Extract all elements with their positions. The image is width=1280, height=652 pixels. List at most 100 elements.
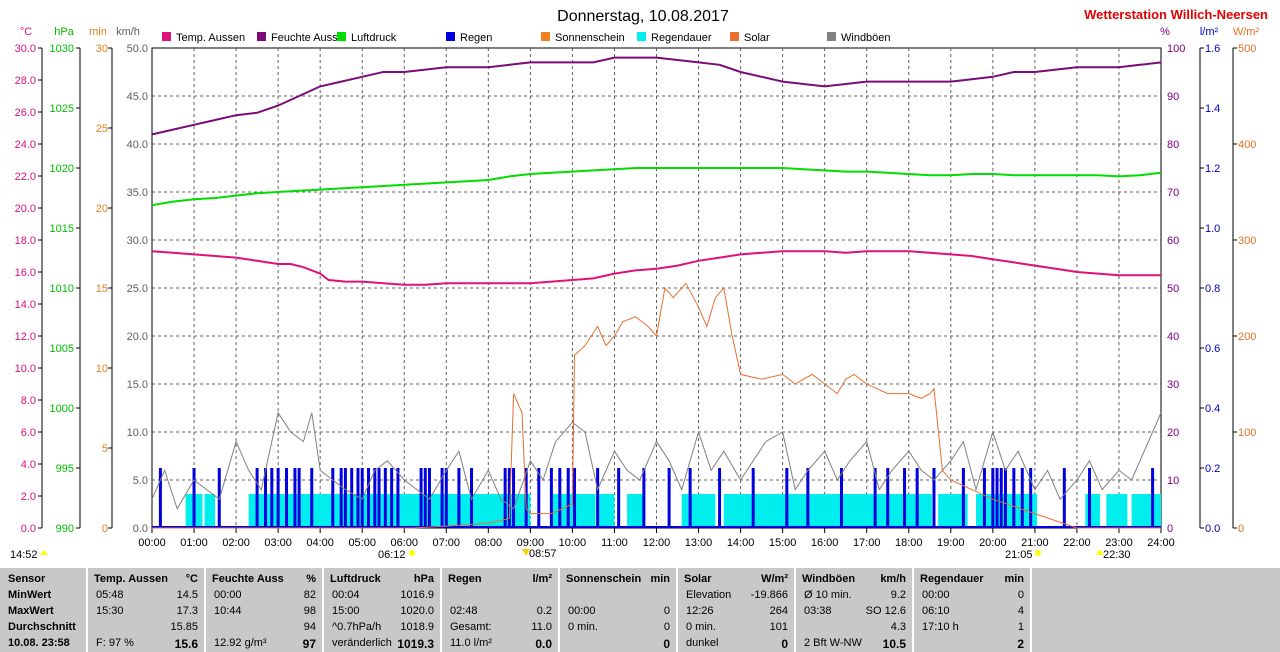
min-tick-label: 10: [96, 363, 108, 375]
stat-cell-value: 0.2: [536, 605, 552, 617]
pct-tick-label: 50: [1167, 283, 1179, 295]
x-tick-label: 02:00: [222, 537, 250, 549]
min-tick-label: 5: [102, 443, 108, 455]
stat-column-header: Regendauer min: [920, 573, 1024, 587]
x-tick-label: 04:00: [306, 537, 334, 549]
temp-tick-label: 26.0: [15, 107, 36, 119]
stat-cell-value: 14.5: [176, 589, 198, 601]
stat-cell-label: 12.92 g/m³: [214, 637, 267, 649]
wind-tick-label: 5.0: [133, 475, 148, 487]
stat-title: Temp. Aussen: [94, 573, 168, 585]
stat-cell-value: 9.2: [890, 589, 906, 601]
stat-cell-value: 94: [303, 621, 316, 633]
stat-column-header: Luftdruck hPa: [330, 573, 434, 587]
stat-cell-value: 98: [303, 605, 316, 617]
stat-column: Regendauer min 00:00 0 06:10 4 17:10 h 1 2: [914, 568, 1032, 652]
solar-line: [152, 282, 1161, 529]
stat-row: [448, 589, 552, 604]
stat-column-header: Sonnenschein min: [566, 573, 670, 587]
stat-row: veränderlich 1019.3: [330, 637, 434, 652]
stat-row: 15:00 1020.0: [330, 605, 434, 620]
press-tick-label: 1000: [50, 403, 74, 415]
stat-row: 2 Bft W-NW 10.5: [802, 637, 906, 652]
temp-tick-label: 22.0: [15, 171, 36, 183]
rain-tick-label: 1.2: [1205, 163, 1220, 175]
stat-cell-label: 00:04: [332, 589, 360, 601]
legend-swatch: [637, 32, 646, 41]
stat-cell-value: 1018.9: [400, 621, 434, 633]
stat-row: 94: [212, 621, 316, 636]
stat-row: [566, 589, 670, 604]
stat-cell-label: F: 97 %: [96, 637, 134, 649]
temp-tick-label: 4.0: [21, 459, 36, 471]
stat-cell-label: 06:10: [922, 605, 950, 617]
stat-cell-value: 17.3: [176, 605, 198, 617]
stat-column-header: Solar W/m²: [684, 573, 788, 587]
legend-label: Regendauer: [651, 32, 712, 44]
temp-line: [151, 250, 1161, 286]
stat-cell-label: 0 min.: [686, 621, 716, 633]
stat-cell-label: 0 min.: [568, 621, 598, 633]
temp-tick-label: 0.0: [21, 523, 36, 535]
sunset-label: 21:05: [1005, 549, 1033, 561]
press-axis-unit: hPa: [54, 26, 74, 38]
chart-title: Donnerstag, 10.08.2017: [557, 8, 729, 25]
wind-axis-unit: km/h: [116, 26, 140, 38]
stat-cell-label: 12:26: [686, 605, 714, 617]
solar-tick-label: 100: [1238, 427, 1256, 439]
stat-cell-value: 82: [303, 589, 316, 601]
stat-title: Sonnenschein: [566, 573, 642, 585]
stat-column: Regen l/m² 02:48 0.2 Gesamt: 11.0 11.0 l/m² 0.0: [442, 568, 560, 652]
x-tick-label: 12:00: [643, 537, 671, 549]
noon-label: 08:57: [529, 548, 557, 560]
min-axis-unit: min: [89, 26, 107, 38]
stat-cell-value: 97: [302, 637, 316, 651]
stat-title: Windböen: [802, 573, 856, 585]
stat-row: Elevation -19.866: [684, 589, 788, 604]
stat-cell-label: dunkel: [686, 637, 719, 649]
stat-column: Solar W/m² Elevation -19.866 12:26 264 0 min. 1…: [678, 568, 796, 652]
legend-label: Windböen: [841, 32, 891, 44]
stat-row: 2: [920, 637, 1024, 652]
solar-tick-label: 0: [1238, 523, 1244, 535]
x-tick-label: 19:00: [937, 537, 965, 549]
stat-column-header: Regen l/m²: [448, 573, 552, 587]
stat-unit: °C: [185, 573, 198, 585]
stat-row: 10:44 98: [212, 605, 316, 620]
axes: 00:00 01:00 02:00 03:00 04:00 05:00 06:00 07:00…: [15, 26, 1260, 549]
press-tick-label: 990: [56, 523, 74, 535]
x-tick-label: 05:00: [348, 537, 376, 549]
temp-tick-label: 10.0: [15, 363, 36, 375]
wind-tick-label: 40.0: [127, 139, 148, 151]
wind-tick-label: 20.0: [127, 331, 148, 343]
rain-tick-label: 0.0: [1205, 523, 1220, 535]
x-tick-label: 08:00: [475, 537, 503, 549]
stat-cell-value: 15.6: [174, 637, 198, 651]
stat-column-header: Temp. Aussen °C: [94, 573, 198, 587]
stat-row: F: 97 % 15.6: [94, 637, 198, 652]
stat-cell-label: 2 Bft W-NW: [804, 637, 862, 649]
stat-cell-label: 11.0 l/m²: [450, 637, 492, 649]
rain-tick-label: 1.6: [1205, 43, 1220, 55]
min-tick-label: 25: [96, 123, 108, 135]
stat-row: 02:48 0.2: [448, 605, 552, 620]
stat-column: Luftdruck hPa 00:04 1016.9 15:00 1020.0 ^0.7hP…: [324, 568, 442, 652]
stat-cell-value: 2: [1017, 637, 1024, 651]
stat-row: 12:26 264: [684, 605, 788, 620]
time-markers: 14:52 06:12 08:57 21:05 22:30: [10, 548, 1131, 561]
stat-cell-value: 1020.0: [400, 605, 434, 617]
stat-row: 00:04 1016.9: [330, 589, 434, 604]
temp-tick-label: 2.0: [21, 491, 36, 503]
stat-column: Windböen km/h Ø 10 min. 9.2 03:38 SO 12.6 4.3 2…: [796, 568, 914, 652]
moonrise-icon: [40, 550, 48, 555]
stat-row: 12.92 g/m³ 97: [212, 637, 316, 652]
stat-title: Regendauer: [920, 573, 984, 585]
wind-tick-label: 25.0: [127, 283, 148, 295]
stat-row: 0 min. 0: [566, 621, 670, 636]
stat-row: 00:00 0: [920, 589, 1024, 604]
stat-unit: W/m²: [761, 573, 788, 585]
stat-row: 05:48 14.5: [94, 589, 198, 604]
legend-label: Temp. Aussen: [176, 32, 245, 44]
x-tick-label: 16:00: [811, 537, 839, 549]
moonrise-label: 14:52: [10, 549, 38, 561]
